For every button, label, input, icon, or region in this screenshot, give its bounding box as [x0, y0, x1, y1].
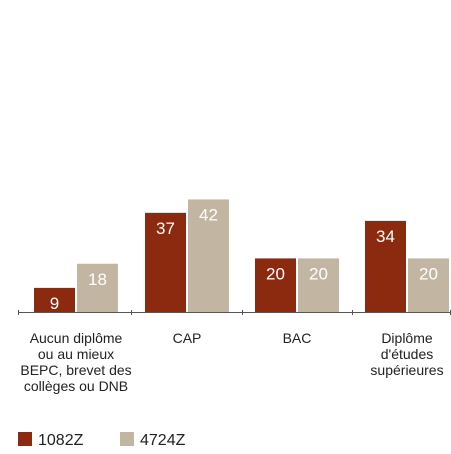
data-label-1082z-0: 9: [50, 294, 59, 313]
category-label-3: Diplôme d'études supérieures: [347, 330, 451, 378]
bar-4724z-3: [408, 258, 449, 312]
category-label-line: CAP: [172, 330, 202, 346]
category-label-line: BAC: [282, 330, 312, 346]
data-label-4724z-1: 42: [199, 205, 218, 224]
legend-swatch-1082z: [18, 432, 32, 446]
category-label-0: Aucun diplôme ou au mieux BEPC, brevet des…: [16, 330, 136, 394]
bar-4724z-2: [298, 258, 339, 312]
legend-label-1082z: 1082Z: [38, 432, 84, 449]
category-label-line: ou au mieux: [37, 346, 115, 362]
bar-1082z-1: [145, 212, 186, 312]
data-label-4724z-2: 20: [309, 264, 328, 283]
bar-1082z-3: [365, 220, 406, 312]
category-label-line: Diplôme: [381, 330, 433, 346]
category-label-line: collèges ou DNB: [23, 378, 129, 394]
category-label-line: supérieures: [370, 362, 444, 378]
category-label-line: Aucun diplôme: [29, 330, 123, 346]
data-label-1082z-2: 20: [266, 264, 285, 283]
bar-1082z-2: [255, 258, 296, 312]
legend-item-1082z: 1082Z: [18, 432, 83, 450]
legend-item-4724z: 4724Z: [120, 432, 185, 450]
category-label-line: d'études: [380, 346, 434, 362]
data-label-1082z-1: 37: [156, 219, 175, 238]
category-label-2: BAC: [237, 330, 357, 346]
category-label-line: BEPC, brevet des: [20, 362, 132, 378]
data-label-4724z-3: 20: [419, 264, 438, 283]
legend-swatch-4724z: [120, 432, 134, 446]
bar-4724z-1: [188, 199, 229, 312]
category-label-1: CAP: [127, 330, 247, 346]
legend-label-4724z: 4724Z: [140, 432, 186, 449]
bar-4724z-0: [77, 263, 118, 312]
data-label-1082z-3: 34: [376, 227, 395, 246]
data-label-4724z-0: 18: [88, 270, 107, 289]
bar-1082z-0: [34, 287, 75, 312]
